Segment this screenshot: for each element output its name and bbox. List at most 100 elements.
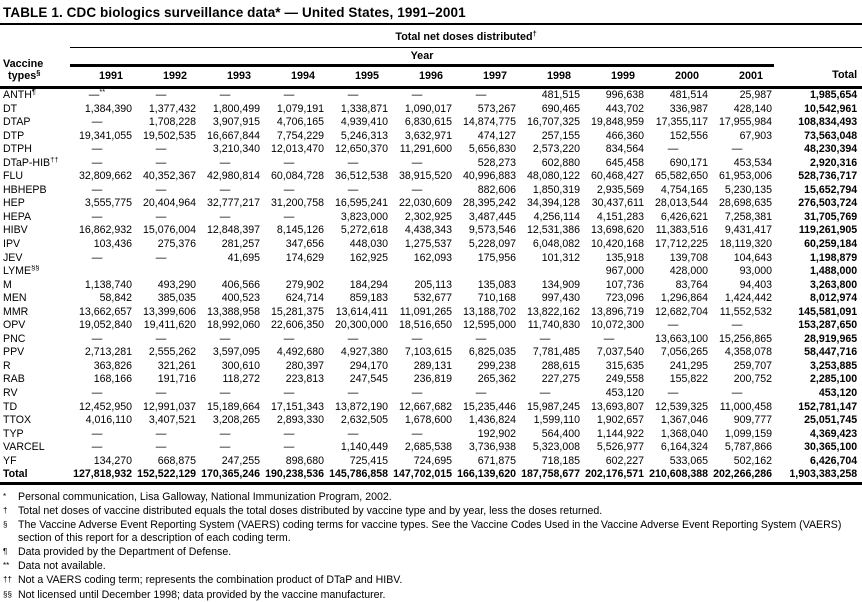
dose-value-cell: 4,706,165 (276, 116, 324, 129)
dose-value-cell: 1,368,040 (660, 427, 708, 440)
vaccine-type-label: HBHEPB (3, 183, 47, 196)
footnote-marker: †† (3, 575, 12, 585)
dose-value-cell: 36,512,538 (334, 170, 388, 183)
dose-value-cell: 135,918 (605, 251, 644, 264)
dose-value-cell: — (91, 156, 103, 169)
total-column-header: Total (774, 65, 862, 89)
dose-value-cell: 967,000 (605, 265, 644, 278)
dose-value-cell (134, 265, 198, 279)
dose-value-cell: 13,662,657 (78, 305, 132, 318)
dose-value-cell: 12,531,386 (526, 224, 580, 237)
dose-value-cell: 13,663,100 (654, 332, 708, 345)
year-column-header: 1999 (582, 65, 646, 89)
dose-value-cell: 300,610 (221, 359, 260, 372)
dose-value-cell: 279,902 (285, 278, 324, 291)
year-column-header: 1991 (70, 65, 134, 89)
dose-value-cell: 174,629 (285, 251, 324, 264)
row-total-cell: 1,488,000 (810, 265, 858, 278)
dose-value-cell: 15,281,375 (270, 305, 324, 318)
dose-value-cell: 668,875 (157, 454, 196, 467)
vaccine-row: HIBV 16,862,932 15,076,004 12,848,397 8,145,… (0, 224, 862, 238)
dose-value-cell: 17,151,343 (270, 400, 324, 413)
dose-value-cell: 725,415 (349, 454, 388, 467)
dose-value-cell: — (155, 183, 167, 196)
dose-value-cell: 18,119,320 (719, 238, 772, 251)
dose-value-cell: 6,048,082 (532, 238, 580, 251)
dose-value-cell: 4,151,283 (596, 210, 644, 223)
dose-value-cell: 4,256,114 (533, 210, 580, 223)
footnote: ¶ Data provided by the Department of Defe… (0, 546, 862, 559)
dose-value-cell: 94,403 (739, 278, 772, 291)
dose-value-cell: — (155, 210, 167, 223)
dose-value-cell: — (411, 332, 423, 345)
dose-value-cell: 187,758,677 (518, 468, 582, 485)
vaccine-row: ANTH¶ —** — — — — — — 481,515 996,638 481,514 25,98… (0, 88, 862, 103)
dose-value-cell: 19,052,840 (78, 319, 132, 332)
dose-value-cell: 48,080,122 (526, 170, 580, 183)
vaccine-type-label: ANTH¶ (3, 87, 36, 101)
vaccine-row: OPV 19,052,840 19,411,620 18,992,060 22,606,… (0, 319, 862, 333)
dose-value-cell: 1,436,824 (468, 414, 516, 427)
dose-value-cell: 2,893,330 (276, 414, 324, 427)
dose-value-cell: 12,650,370 (334, 143, 388, 156)
dose-value-cell: 247,255 (221, 454, 260, 467)
dose-value-cell: — (91, 183, 103, 196)
vaccine-type-label: HEP (3, 197, 25, 210)
dose-value-cell: 22,030,609 (398, 197, 452, 210)
dose-value-cell: 5,787,866 (724, 441, 772, 454)
dose-value-cell: — (283, 387, 295, 400)
dose-value-cell: 428,140 (733, 102, 772, 115)
dose-value-cell: — (155, 156, 167, 169)
dose-value-cell: 18,516,650 (398, 319, 452, 332)
dose-value-cell: 200,752 (733, 373, 772, 386)
dose-value-cell: 22,606,350 (270, 319, 324, 332)
dose-value-cell: 280,397 (285, 359, 324, 372)
year-spanner-header: Year (70, 47, 774, 67)
row-total-cell: 73,563,048 (804, 129, 858, 142)
dose-value-cell: — (667, 319, 679, 332)
dose-value-cell: 184,294 (349, 278, 388, 291)
vaccine-type-label: JEV (3, 251, 23, 264)
dose-value-cell: 466,360 (605, 129, 644, 142)
dose-value-cell: 5,230,135 (724, 183, 772, 196)
dose-value-cell: 12,539,325 (654, 400, 708, 413)
table-body: ANTH¶ —** — — — — — —481,515 996,638 481,514 25,98… (0, 88, 862, 485)
dose-value-cell: 40,996,883 (462, 170, 516, 183)
dose-value-cell: 5,526,977 (596, 441, 644, 454)
dose-value-cell: 315,635 (605, 359, 644, 372)
dose-value-cell: 192,902 (477, 427, 516, 440)
vaccine-header-line2: types§ (8, 67, 41, 82)
dose-value-cell: — (155, 387, 167, 400)
vaccine-type-label: HIBV (3, 224, 28, 237)
dose-value-cell: 147,702,015 (390, 468, 454, 485)
dose-value-cell: 4,492,680 (276, 346, 324, 359)
dose-value-cell: 724,695 (413, 454, 452, 467)
dose-value-cell: 718,185 (541, 454, 580, 467)
dose-value-cell: 5,228,097 (468, 238, 516, 251)
vaccine-type-label: DTAP (3, 116, 31, 129)
dose-value-cell: 134,909 (541, 278, 580, 291)
dose-value-cell: 5,656,830 (468, 143, 516, 156)
dose-value-cell: 210,608,388 (646, 468, 710, 485)
row-total-cell: 8,012,974 (810, 292, 858, 305)
dose-value-cell: 5,272,618 (340, 224, 388, 237)
vaccine-header-line1: Vaccine (3, 58, 44, 70)
footnote-marker: §§ (3, 589, 12, 599)
dose-value-cell: 4,939,410 (340, 116, 388, 129)
vaccine-type-label: MEN (3, 292, 27, 305)
vaccine-type-label: VARCEL (3, 441, 45, 454)
total-net-doses-spanner: Total net doses distributed† (70, 25, 862, 48)
dose-value-cell: 32,809,662 (78, 170, 132, 183)
dose-value-cell: 690,171 (669, 156, 708, 169)
row-total-cell: 108,834,493 (798, 116, 858, 129)
row-total-cell: 1,985,654 (810, 89, 858, 101)
year-column-header: 1997 (454, 65, 518, 89)
dose-value-cell: — (283, 183, 295, 196)
year-column-header: 1993 (198, 65, 262, 89)
dose-value-cell: 12,452,950 (78, 400, 132, 413)
vaccine-type-label: FLU (3, 170, 24, 183)
dose-value-cell: 453,120 (605, 387, 644, 400)
dose-value-cell: 11,000,458 (719, 400, 772, 413)
dose-value-cell: 13,896,719 (590, 305, 644, 318)
spanner-row: Vaccine types§ Total net doses distribut… (0, 25, 862, 89)
